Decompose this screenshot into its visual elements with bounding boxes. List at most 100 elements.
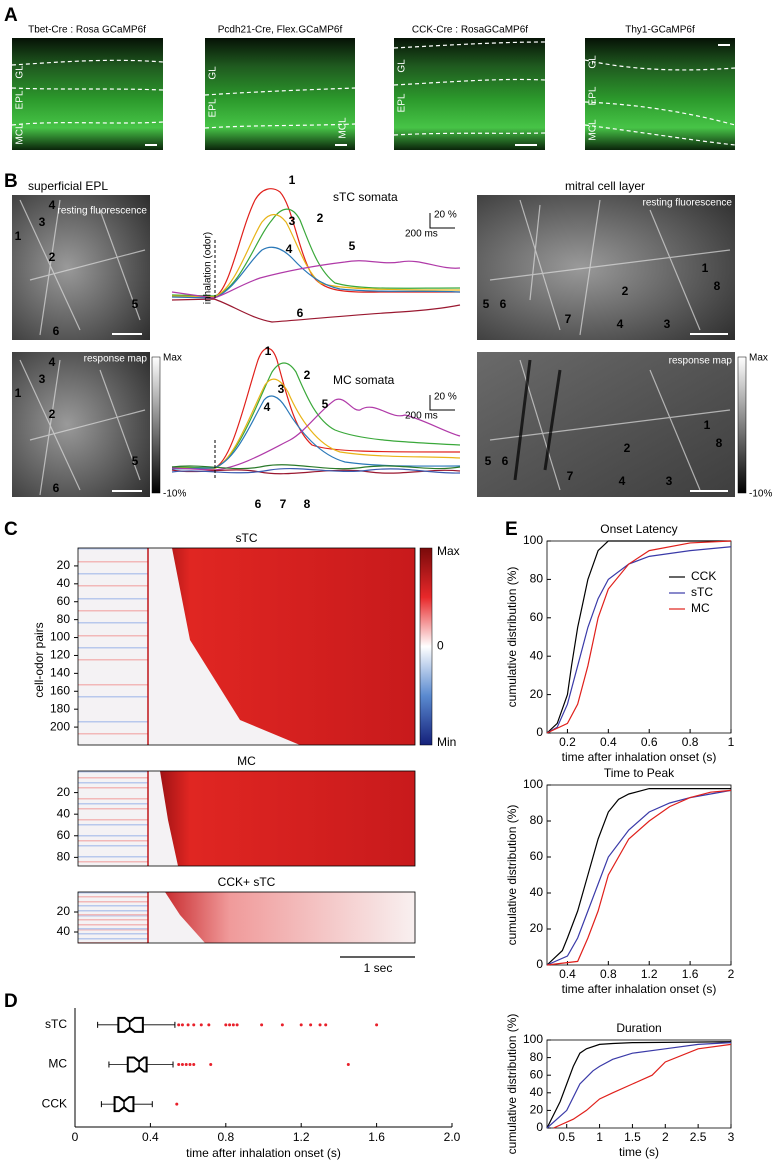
cell-label: 4 [49, 355, 56, 369]
x-tick-label: 2 [662, 1130, 669, 1144]
cell-label: 3 [39, 372, 46, 386]
cdf-line [546, 789, 732, 966]
heatmap-title: CCK+ sTC [218, 875, 276, 889]
y-tick-label: 60 [530, 1067, 544, 1081]
x-tick-label: 0.8 [217, 1130, 234, 1144]
y-tick-label: 40 [530, 648, 544, 662]
y-tick-label: 80 [57, 612, 71, 626]
heatmap-title: sTC [236, 531, 258, 545]
image-title: CCK-Cre : RosaGCaMP6f [412, 25, 528, 36]
heatmap-noise [78, 901, 148, 903]
cell-label: 4 [617, 317, 624, 331]
cell-label: 2 [49, 407, 56, 421]
heatmap-noise [78, 684, 148, 686]
y-tick-label: 40 [57, 576, 71, 590]
outlier [280, 1023, 284, 1027]
heatmap-noise [78, 861, 148, 863]
cell-label: 4 [49, 198, 56, 212]
cell-label: 2 [622, 284, 629, 298]
layer-label: GL [588, 55, 599, 69]
x-tick-label: 0.5 [558, 1130, 575, 1144]
outlier [224, 1023, 228, 1027]
cell-label: 3 [278, 382, 285, 396]
layer-label: EPL [397, 93, 408, 112]
outlier [375, 1023, 379, 1027]
heatmap-noise [78, 561, 148, 563]
y-tick-label: 40 [57, 806, 71, 820]
outlier [184, 1063, 188, 1066]
y-axis-label: cumulative distribution (%) [505, 567, 519, 708]
heatmap-noise [78, 929, 148, 931]
heatmap-noise [78, 892, 148, 894]
heatmap-noise [78, 905, 148, 907]
heatmap-noise [78, 928, 148, 930]
cell-label: 2 [49, 250, 56, 264]
layer-label: MCL [338, 117, 349, 139]
outlier [235, 1023, 239, 1027]
image-title: Pcdh21-Cre, Flex.GCaMP6f [218, 25, 343, 36]
cell-label: 4 [619, 474, 626, 488]
outlier [175, 1102, 179, 1106]
layer-label: MCL [588, 119, 599, 141]
image-title: mitral cell layer [565, 179, 645, 193]
category-label: CCK [42, 1096, 67, 1110]
heatmap-noise [78, 771, 148, 773]
y-tick-label: 100 [523, 1032, 543, 1046]
heatmap-noise [78, 938, 148, 940]
x-axis-label: time (s) [619, 1145, 659, 1159]
legend-label: sTC [691, 585, 713, 599]
cell-label: 1 [15, 386, 22, 400]
x-tick-label: 0.4 [559, 967, 576, 981]
panel-label: A [4, 5, 18, 26]
y-axis-label: cell-odor pairs [32, 622, 46, 697]
layer-label: GL [15, 65, 26, 79]
y-tick-label: 40 [530, 885, 544, 899]
y-tick-label: 100 [50, 630, 70, 644]
outlier [209, 1063, 213, 1066]
x-tick-label: 0.4 [142, 1130, 159, 1144]
x-tick-label: 1.6 [368, 1130, 385, 1144]
chart-title: Duration [616, 1021, 661, 1035]
panel-label: E [505, 519, 518, 540]
y-tick-label: 200 [50, 719, 70, 733]
x-axis-label: time after inhalation onset (s) [186, 1146, 341, 1160]
cell-label: 1 [704, 418, 711, 432]
heatmap-noise [78, 548, 148, 550]
cell-label: 8 [716, 436, 723, 450]
y-tick-label: 120 [50, 648, 70, 662]
x-tick-label: 1.2 [293, 1130, 310, 1144]
cell-label: 2 [624, 441, 631, 455]
layer-label: EPL [208, 98, 219, 117]
y-tick-label: 40 [57, 924, 71, 938]
heatmap-noise [78, 782, 148, 784]
cdf-line [546, 546, 732, 734]
plot-frame [77, 891, 416, 944]
outlier [192, 1023, 196, 1027]
x-axis-label: time after inhalation onset (s) [562, 982, 717, 996]
x-tick-label: 0.2 [559, 735, 576, 749]
heatmap-noise [78, 915, 148, 917]
y-tick-label: 0 [536, 957, 543, 971]
heatmap-response [150, 892, 415, 943]
scale-label: 20 % [434, 210, 457, 221]
heatmap-noise [78, 896, 148, 898]
y-tick-label: 60 [530, 849, 544, 863]
heatmap-noise [78, 635, 148, 637]
x-tick-label: 0.8 [600, 967, 617, 981]
cdf-line [546, 789, 732, 966]
category-label: MC [48, 1057, 67, 1071]
cdf-line [546, 1041, 732, 1129]
colorbar-label: 0 [437, 639, 444, 653]
y-tick-label: 20 [530, 1103, 544, 1117]
cell-label: 2 [304, 368, 311, 382]
cell-label: 6 [297, 306, 304, 320]
chart-title: Onset Latency [600, 522, 677, 536]
y-tick-label: 80 [530, 572, 544, 586]
heatmap-response [150, 548, 415, 745]
colorbar [419, 547, 433, 746]
outlier [186, 1023, 190, 1027]
heatmap-noise [78, 910, 148, 912]
outlier [199, 1023, 203, 1027]
cell-label: 6 [502, 454, 509, 468]
y-tick-label: 100 [523, 777, 543, 791]
